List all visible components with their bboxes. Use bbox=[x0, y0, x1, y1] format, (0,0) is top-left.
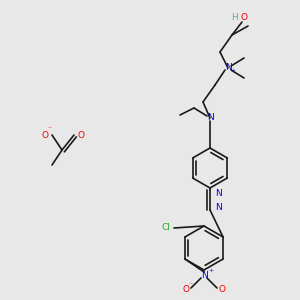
Text: ⁻: ⁻ bbox=[47, 124, 51, 134]
Text: +: + bbox=[230, 68, 236, 74]
Text: O: O bbox=[182, 286, 190, 295]
Text: N: N bbox=[207, 113, 213, 122]
Text: O: O bbox=[241, 14, 248, 22]
Text: ⁻: ⁻ bbox=[188, 280, 192, 290]
Text: O: O bbox=[41, 130, 49, 140]
Text: N: N bbox=[214, 202, 221, 211]
Text: H: H bbox=[231, 14, 237, 22]
Text: O: O bbox=[77, 130, 85, 140]
Text: N: N bbox=[201, 271, 207, 280]
Text: O: O bbox=[218, 286, 226, 295]
Text: +: + bbox=[208, 268, 214, 274]
Text: Cl: Cl bbox=[162, 223, 170, 232]
Text: N: N bbox=[225, 64, 231, 73]
Text: N: N bbox=[214, 188, 221, 197]
